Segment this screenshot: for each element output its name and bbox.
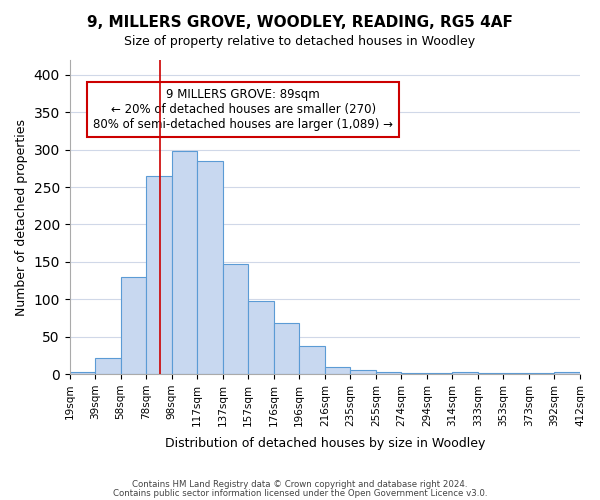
Bar (350, 370, 376, 374)
Text: Size of property relative to detached houses in Woodley: Size of property relative to detached ho… (124, 35, 476, 48)
Bar (95, 358, 121, 374)
Text: Contains HM Land Registry data © Crown copyright and database right 2024.: Contains HM Land Registry data © Crown c… (132, 480, 468, 489)
Y-axis label: Number of detached properties: Number of detached properties (15, 118, 28, 316)
Bar (554, 372, 580, 374)
Bar (452, 372, 478, 374)
Bar (146, 176, 172, 374)
Text: Contains public sector information licensed under the Open Government Licence v3: Contains public sector information licen… (113, 488, 487, 498)
Bar (172, 151, 197, 374)
Text: 9 MILLERS GROVE: 89sqm
← 20% of detached houses are smaller (270)
80% of semi-de: 9 MILLERS GROVE: 89sqm ← 20% of detached… (93, 88, 393, 132)
Bar (197, 161, 223, 374)
Bar (121, 277, 146, 374)
Text: 9, MILLERS GROVE, WOODLEY, READING, RG5 4AF: 9, MILLERS GROVE, WOODLEY, READING, RG5 … (87, 15, 513, 30)
X-axis label: Distribution of detached houses by size in Woodley: Distribution of detached houses by size … (164, 437, 485, 450)
Bar (325, 368, 350, 374)
Bar (376, 372, 401, 374)
Bar (274, 323, 299, 374)
Bar (223, 264, 248, 374)
Bar (299, 346, 325, 374)
Bar (248, 301, 274, 374)
Bar (70, 372, 95, 374)
